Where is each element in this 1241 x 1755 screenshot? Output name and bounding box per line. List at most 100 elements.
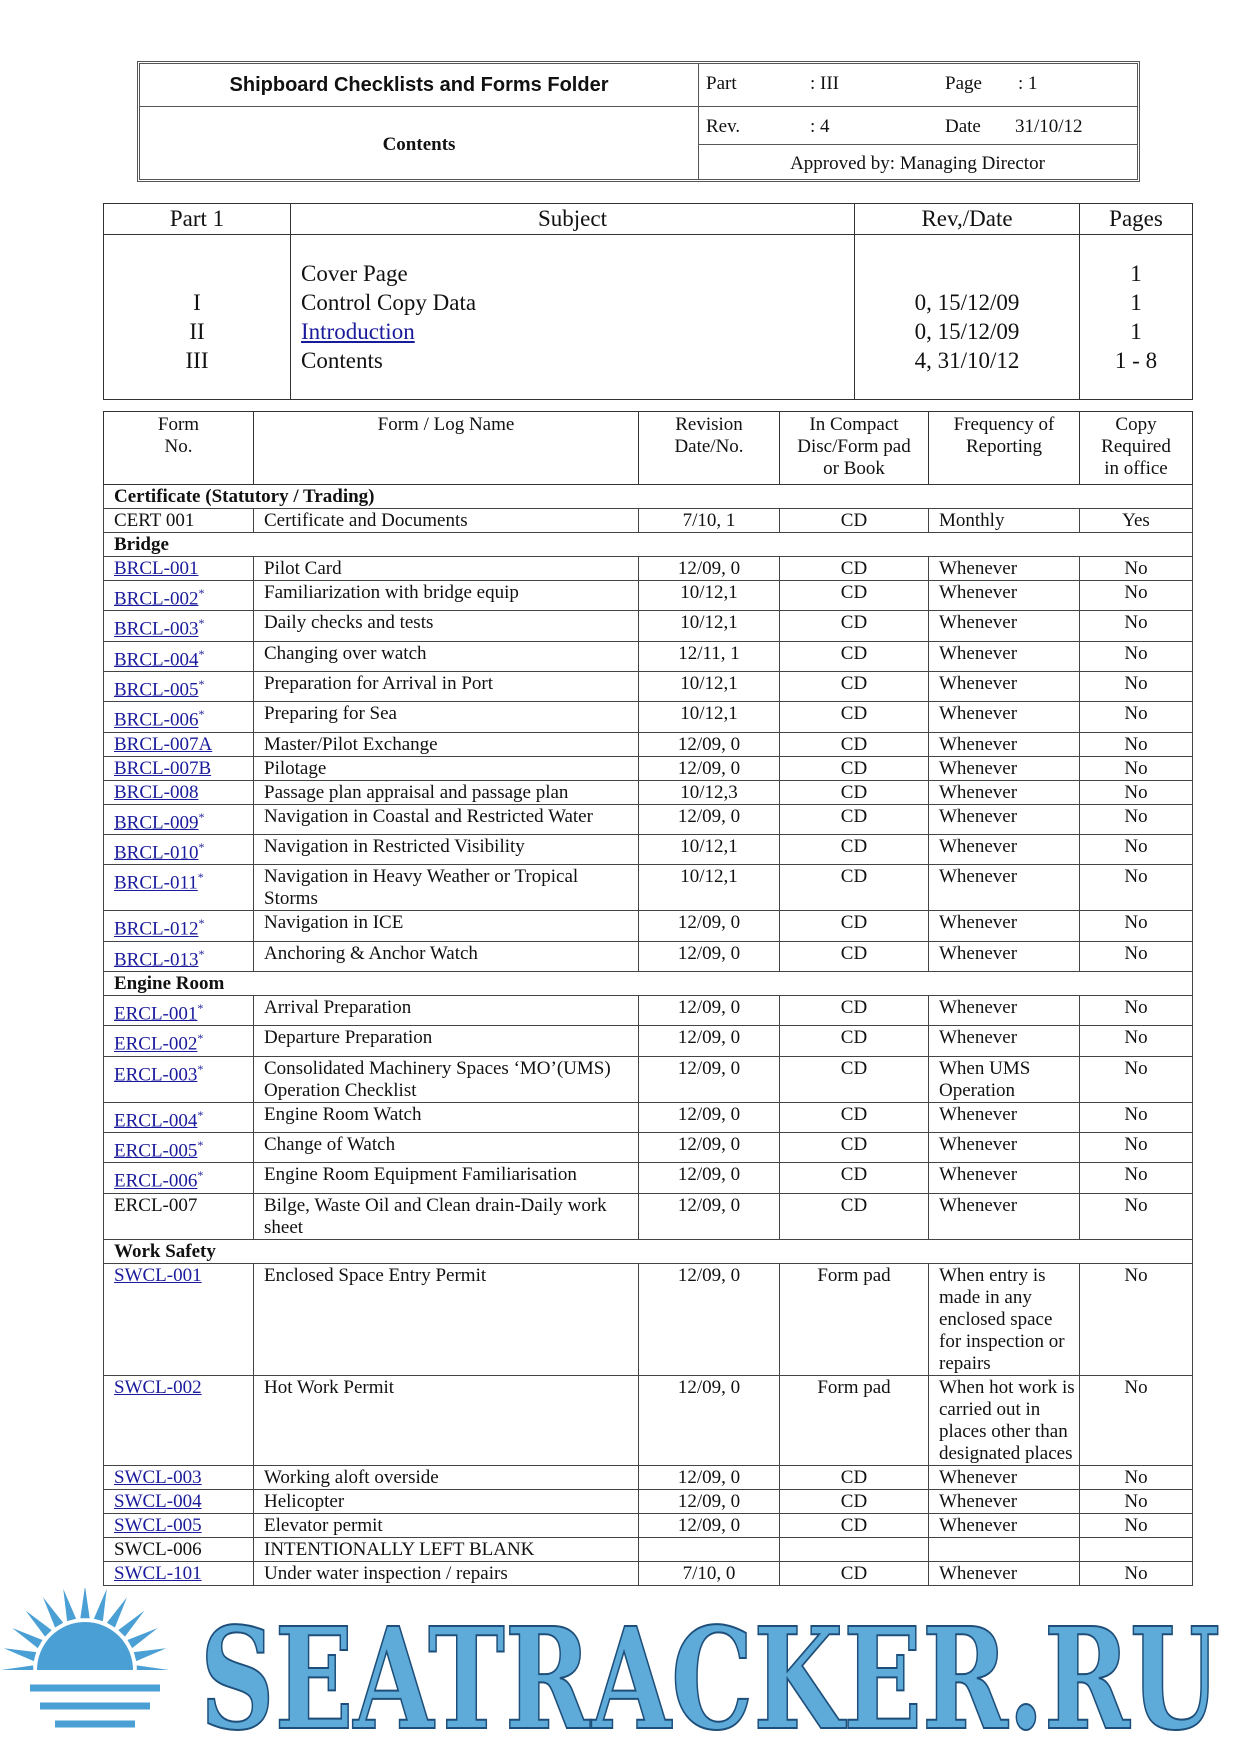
form-link[interactable]: ERCL-002 [114,1033,198,1055]
form-no: BRCL-008 [103,779,254,805]
divider [698,144,1137,145]
form-link[interactable]: ERCL-006 [114,1170,198,1192]
cell-rev: 12/09, 0 [638,1488,780,1514]
form-no: BRCL-007A [103,731,254,757]
form-link[interactable]: BRCL-012 [114,918,199,940]
cell-freq: Whenever [928,803,1080,835]
form-link[interactable]: SWCL-101 [114,1562,202,1584]
form-link[interactable]: ERCL-003 [114,1063,198,1085]
form-name: Consolidated Machinery Spaces ‘MO’(UMS) … [253,1055,639,1103]
note-mark: * [198,586,205,600]
form-link[interactable]: BRCL-013 [114,948,199,970]
form-name: Working aloft overside [253,1464,639,1490]
cell-media: CD [779,508,929,533]
cell-freq: Whenever [928,731,1080,757]
form-link[interactable]: BRCL-010 [114,842,199,864]
form-no: SWCL-005 [103,1512,254,1538]
form-link[interactable]: BRCL-008 [114,781,199,803]
line: 1 [1130,319,1142,344]
ray [80,1588,90,1619]
cell-copy: Yes [1079,508,1193,533]
form-no: BRCL-011* [103,864,254,912]
line: 0, 15/12/09 [914,319,1020,344]
column-header: Pages [1079,203,1193,235]
cell-media: CD [779,556,929,581]
note-mark: * [197,1031,204,1046]
column-header: Rev,/Date [854,203,1080,235]
form-link[interactable]: SWCL-004 [114,1490,202,1512]
form-row: SWCL-001 Enclosed Space Entry Permit 12/09… [103,1262,1193,1376]
form-name: Change of Watch [253,1131,639,1164]
form-link[interactable]: BRCL-005 [114,679,199,701]
table-body: Certificate (Statutory / Trading) CERT 00… [103,484,1193,1586]
cell-media: CD [779,833,929,866]
section-title: Certificate (Statutory / Trading) [103,484,1193,509]
form-row: BRCL-002* Familiarization with bridge equ… [103,579,1193,612]
form-row: SWCL-004 Helicopter 12/09, 0 CD Whenever No [103,1488,1193,1514]
ray [127,1628,158,1649]
cell-freq [928,1536,1080,1562]
form-link[interactable]: ERCL-001 [114,1003,198,1025]
form-link[interactable]: BRCL-011 [114,872,198,894]
note-mark: * [198,839,205,854]
form-row: BRCL-004* Changing over watch 12/11, 1 CD Wh… [103,640,1193,672]
cell-rev: 12/09, 0 [638,1464,780,1490]
form-link[interactable]: ERCL-005 [114,1140,198,1162]
approved: Approved by: Managing Director [790,153,1045,174]
form-link[interactable]: BRCL-002 [114,588,199,610]
cell-copy: No [1079,1512,1193,1538]
cell-rev: 12/09, 0 [638,1055,780,1103]
title: Shipboard Checklists and Forms Folder [229,74,609,96]
form-no: ERCL-005* [103,1131,254,1164]
cell-copy: No [1079,833,1193,866]
waves [30,1684,160,1728]
cell-freq: Whenever [928,779,1080,805]
form-link[interactable]: SWCL-001 [114,1264,202,1286]
form-link[interactable]: SWCL-005 [114,1514,202,1536]
line [114,259,280,288]
cell-media: CD [779,1192,929,1240]
cell-freq: Whenever [928,1488,1080,1514]
cell-copy: No [1079,640,1193,672]
form-row: ERCL-003* Consolidated Machinery Spaces ‘… [103,1055,1193,1103]
ray [106,1597,127,1628]
cell-copy: No [1079,1055,1193,1103]
ray [3,1648,37,1662]
cell-media: CD [779,803,929,835]
cell-rev: 12/09, 0 [638,755,780,781]
form-link[interactable]: SWCL-002 [114,1376,202,1398]
form-link[interactable]: BRCL-004 [114,648,199,670]
form-link[interactable]: ERCL-004 [114,1109,198,1131]
form-row: BRCL-013* Anchoring & Anchor Watch 12/09, … [103,940,1193,972]
form-row: SWCL-005 Elevator permit 12/09, 0 CD Wheneve… [103,1512,1193,1538]
form-link[interactable]: BRCL-003 [114,618,199,640]
section-row: Work Safety [103,1238,1193,1264]
header-box: Shipboard Checklists and Forms Folder Co… [137,61,1140,182]
form-link[interactable]: BRCL-006 [114,709,199,731]
cell-media: CD [779,579,929,612]
date-value: 31/10/12 [1015,116,1083,137]
cell-rev: 7/10, 1 [638,508,780,533]
column-header: Subject [290,203,855,235]
ray [43,1597,64,1628]
page-label: Page [945,73,982,94]
form-no: BRCL-006* [103,701,254,733]
form-row: BRCL-007A Master/Pilot Exchange 12/09, 0 CD… [103,731,1193,757]
cell-freq: Whenever [928,579,1080,612]
form-link[interactable]: BRCL-001 [114,558,199,579]
cell-copy: No [1079,803,1193,835]
column-header: Form No. [103,411,254,485]
cell-freq: Whenever [928,1101,1080,1133]
note-mark: * [197,870,204,885]
column-header: Revision Date/No. [638,411,780,485]
form-name: Arrival Preparation [253,994,639,1027]
line: Contents [301,348,383,373]
cell: Cover Page Control Copy Data Introduction C… [290,234,855,400]
cell-media: CD [779,864,929,912]
form-link[interactable]: SWCL-003 [114,1466,202,1488]
link[interactable]: Introduction [301,319,415,344]
form-link[interactable]: BRCL-009 [114,811,199,833]
form-link[interactable]: BRCL-007A [114,733,213,755]
form-link[interactable]: BRCL-007B [114,757,212,779]
cell-copy: No [1079,994,1193,1027]
